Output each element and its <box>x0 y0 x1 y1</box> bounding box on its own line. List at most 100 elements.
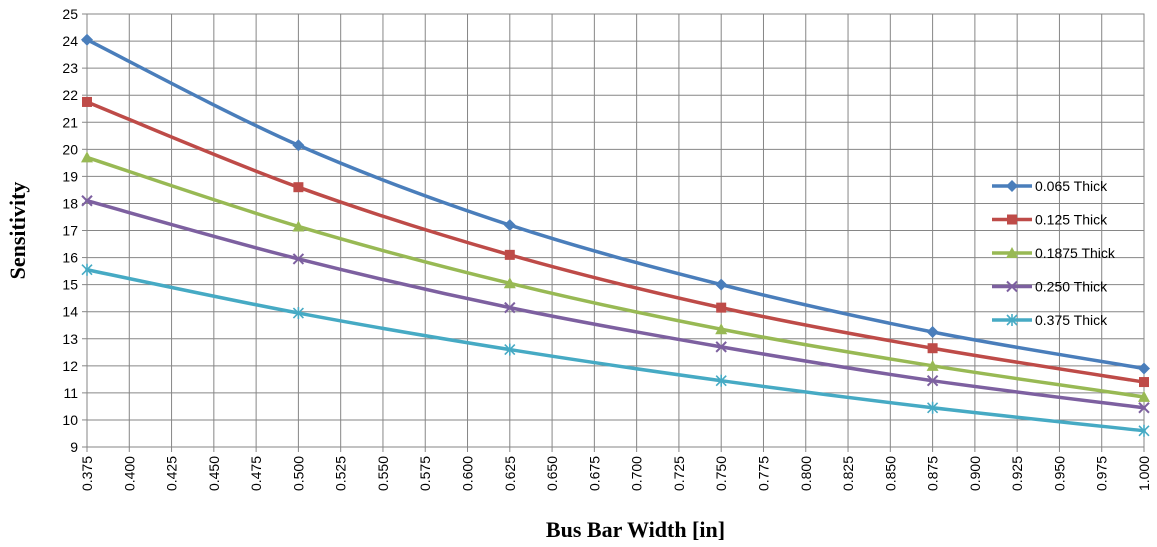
series-markers-2 <box>82 96 1149 388</box>
x-tick-label: 0.575 <box>417 456 433 491</box>
x-tick-label: 0.775 <box>755 456 771 491</box>
legend-label: 0.1875 Thick <box>1035 245 1116 261</box>
data-point-triangle <box>81 151 93 163</box>
x-tick-label: 0.850 <box>882 456 898 491</box>
x-tick-label: 0.375 <box>79 456 95 491</box>
x-tick-label: 0.800 <box>798 456 814 491</box>
y-tick-label: 25 <box>62 6 78 22</box>
legend-label: 0.065 Thick <box>1035 178 1108 194</box>
y-tick-label: 24 <box>62 33 78 49</box>
data-point-x <box>292 253 305 265</box>
series-markers-5 <box>81 263 1150 437</box>
x-tick-label: 0.725 <box>671 456 687 491</box>
y-tick-label: 13 <box>62 331 78 347</box>
data-point-star <box>1006 314 1018 326</box>
data-point-star <box>715 374 727 387</box>
x-tick-label: 0.975 <box>1094 456 1110 491</box>
data-point-square <box>504 249 515 260</box>
series-line-3 <box>85 155 1146 399</box>
x-stroke <box>1006 280 1018 293</box>
y-tick-label: 18 <box>62 195 78 211</box>
series-markers <box>81 33 1150 437</box>
x-tick-label: 0.400 <box>121 456 137 491</box>
data-point-triangle <box>926 359 939 371</box>
x-tick-label: 0.625 <box>502 456 518 491</box>
data-point-x <box>504 301 516 314</box>
y-tick-label: 15 <box>62 277 78 293</box>
x-tick-label: 0.600 <box>460 456 476 491</box>
x-axis-ticks: 0.375 0.400 0.425 0.450 0.475 0.500 0.525 0.550… <box>79 447 1152 491</box>
x-stroke <box>81 195 93 207</box>
series-line-4 <box>85 198 1146 410</box>
data-point-triangle <box>1006 247 1018 258</box>
grid-lines <box>86 13 1145 448</box>
data-point-triangle <box>292 220 305 232</box>
legend-label: 0.250 Thick <box>1035 279 1108 295</box>
y-axis-title: Sensitivity <box>5 182 30 280</box>
data-point-square <box>82 96 92 107</box>
series-markers-4 <box>81 195 1150 414</box>
x-tick-label: 0.875 <box>925 456 941 491</box>
x-tick-label: 0.675 <box>586 456 602 491</box>
legend-item: 0.1875 Thick <box>992 245 1116 261</box>
y-axis-ticks: 9 10 11 12 13 14 15 16 17 18 19 20 21 22 23 24 25 <box>62 6 87 455</box>
y-tick-label: 21 <box>62 114 78 130</box>
legend-item: 0.065 Thick <box>992 178 1108 194</box>
data-point-square <box>1139 377 1149 388</box>
y-tick-label: 9 <box>70 439 78 455</box>
data-point-x <box>81 195 93 207</box>
x-tick-label: 0.700 <box>629 456 645 491</box>
series-line-1 <box>85 37 1146 371</box>
x-tick-label: 0.925 <box>1009 456 1025 491</box>
x-tick-label: 0.900 <box>967 456 983 491</box>
data-point-square <box>293 182 304 193</box>
data-point-star <box>504 343 516 356</box>
x-tick-label: 0.825 <box>840 456 856 491</box>
data-point-x <box>715 341 727 353</box>
x-tick-label: 0.950 <box>1051 456 1067 491</box>
legend-label: 0.125 Thick <box>1035 212 1108 228</box>
data-point-diamond <box>292 139 305 152</box>
x-tick-label: 0.475 <box>248 456 264 491</box>
x-tick-label: 0.525 <box>333 456 349 491</box>
data-point-star <box>927 401 939 414</box>
legend-item: 0.250 Thick <box>992 279 1108 295</box>
data-point-square <box>1007 214 1017 225</box>
data-point-triangle <box>503 277 516 289</box>
legend-label: 0.375 Thick <box>1035 312 1108 328</box>
data-point-diamond <box>1138 362 1150 375</box>
data-point-diamond <box>715 278 728 291</box>
y-tick-label: 11 <box>63 385 78 401</box>
x-tick-label: 1.000 <box>1136 456 1152 491</box>
legend-item: 0.125 Thick <box>992 212 1108 228</box>
y-tick-label: 20 <box>62 141 78 157</box>
data-point-x <box>1006 280 1018 293</box>
x-stroke <box>1138 402 1150 414</box>
x-tick-label: 0.650 <box>544 456 560 491</box>
series-markers-1 <box>81 33 1150 375</box>
data-point-x <box>1138 402 1150 414</box>
y-tick-label: 19 <box>62 168 78 184</box>
data-point-diamond <box>926 325 939 338</box>
series-lines <box>85 37 1146 433</box>
series-markers-3 <box>81 151 1150 402</box>
x-stroke <box>292 253 305 265</box>
x-axis-title: Bus Bar Width [in] <box>546 517 725 542</box>
x-stroke <box>715 341 727 353</box>
legend: 0.065 Thick 0.125 Thick 0.1875 Thick 0.250 … <box>992 178 1116 328</box>
series-line-5 <box>85 267 1146 433</box>
x-tick-label: 0.750 <box>713 456 729 491</box>
data-point-star <box>1138 424 1150 437</box>
y-tick-label: 17 <box>62 223 78 239</box>
data-point-square <box>927 343 938 354</box>
data-point-diamond <box>1006 180 1018 192</box>
series-line-2 <box>85 100 1146 384</box>
data-point-star <box>292 307 304 320</box>
x-stroke <box>926 374 939 387</box>
y-tick-label: 14 <box>62 304 78 320</box>
data-point-diamond <box>503 219 516 232</box>
data-point-square <box>716 302 727 313</box>
y-tick-label: 12 <box>62 358 78 374</box>
x-tick-label: 0.500 <box>290 456 306 491</box>
